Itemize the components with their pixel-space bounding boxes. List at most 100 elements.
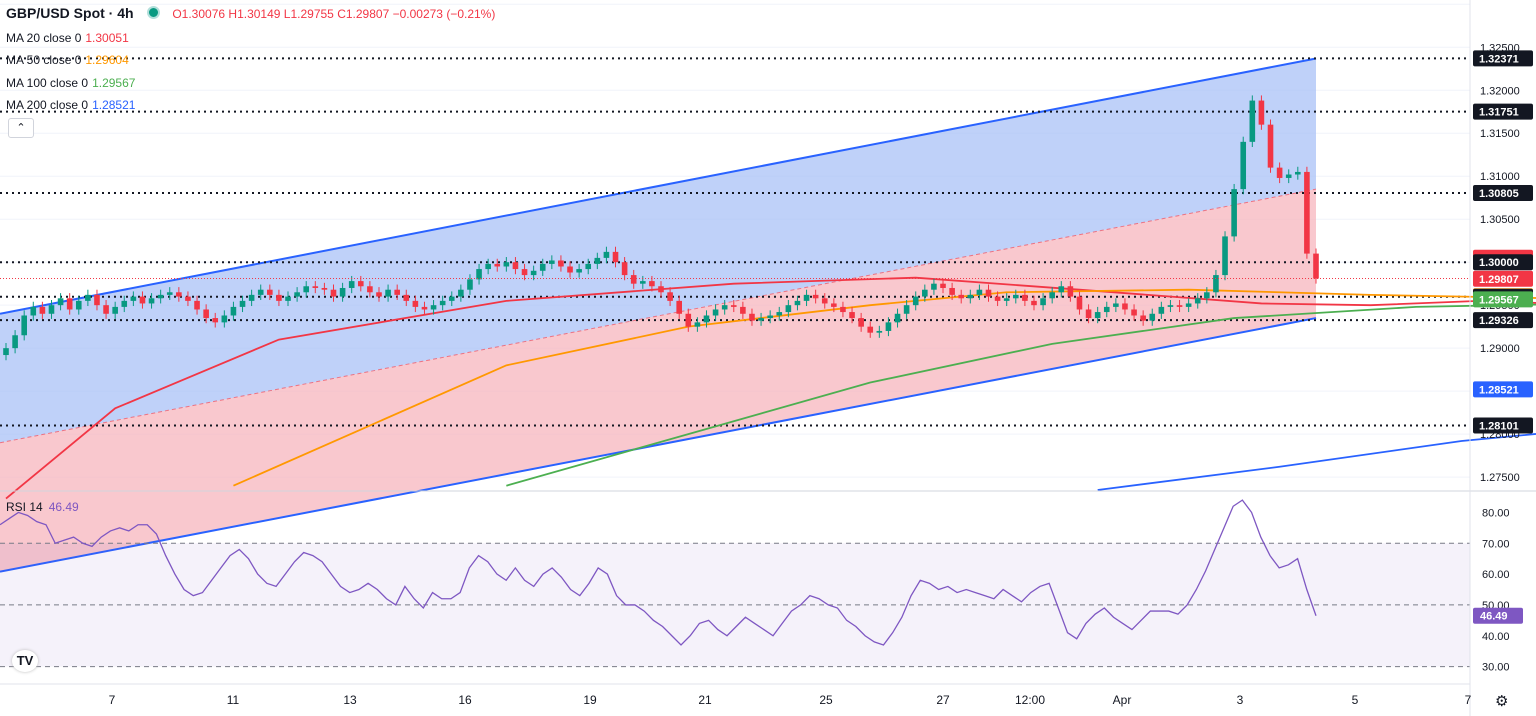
- candle-body: [239, 300, 246, 307]
- ma100-legend[interactable]: MA 100 close 0 1.29567: [6, 76, 135, 90]
- candle-body: [75, 300, 82, 310]
- candle-body: [1113, 303, 1119, 307]
- candle-body: [994, 296, 1001, 301]
- candle-body: [1049, 292, 1055, 299]
- candle-body: [1249, 100, 1256, 142]
- ohlc-close: C1.29807: [337, 7, 390, 21]
- market-status-icon: [147, 6, 161, 19]
- price-tick-label: 1.27500: [1480, 472, 1520, 484]
- candle-body: [1222, 236, 1228, 276]
- candle-body: [521, 269, 528, 276]
- tradingview-logo-icon[interactable]: TV: [12, 650, 38, 672]
- candle-body: [367, 286, 373, 293]
- candle-body: [94, 294, 100, 306]
- price-tag-label: 1.31751: [1479, 107, 1519, 119]
- candle-body: [794, 300, 801, 306]
- ma-line: [506, 303, 1536, 487]
- time-tick-label: 3: [1237, 693, 1244, 707]
- price-tag: [1473, 50, 1533, 67]
- candle-body: [448, 296, 455, 301]
- candle-body: [1158, 306, 1165, 314]
- candle-body: [922, 289, 928, 297]
- ma-line: [5, 276, 1536, 500]
- price-tick-label: 1.31500: [1480, 128, 1520, 140]
- ohlc-low: L1.29755: [283, 7, 334, 21]
- candle-body: [1003, 298, 1010, 301]
- candle-body: [1058, 286, 1065, 293]
- rsi-tag: [1473, 607, 1523, 624]
- candle-body: [130, 296, 137, 301]
- candle-body: [1122, 303, 1128, 310]
- candle-body: [385, 289, 391, 297]
- candle-body: [1176, 305, 1183, 307]
- candle-body: [585, 263, 592, 270]
- candle-body: [376, 292, 382, 297]
- candle-body: [603, 251, 610, 258]
- candle-body: [230, 306, 237, 316]
- candle-body: [257, 289, 264, 295]
- candle-body: [567, 266, 573, 273]
- candle-body: [394, 289, 400, 295]
- candle-body: [1085, 309, 1092, 319]
- candle-body: [685, 313, 692, 327]
- price-tick-label: 1.32000: [1480, 85, 1520, 97]
- candle-body: [421, 306, 428, 310]
- candle-body: [730, 305, 737, 307]
- ma100-label: MA 100 close 0: [6, 76, 89, 90]
- time-tick-label: 12:00: [1015, 693, 1045, 707]
- symbol-title[interactable]: GBP/USD Spot · 4h: [6, 5, 134, 21]
- candle-body: [749, 313, 755, 321]
- gear-icon[interactable]: ⚙: [1495, 693, 1509, 710]
- price-tick-label: 1.29000: [1480, 343, 1520, 355]
- candle-body: [594, 257, 601, 264]
- ohlc-values: O1.30076 H1.30149 L1.29755 C1.29807 −0.0…: [172, 7, 495, 21]
- time-tick-label: 21: [698, 693, 712, 707]
- price-tag-label: 1.32371: [1479, 53, 1519, 65]
- candle-body: [403, 294, 410, 301]
- chevron-up-icon[interactable]: ⌃: [8, 118, 34, 138]
- price-tag: [1473, 270, 1533, 287]
- ma20-legend[interactable]: MA 20 close 0 1.30051: [6, 31, 129, 45]
- ma50-legend[interactable]: MA 50 close 0 1.29604: [6, 53, 129, 67]
- candle-body: [758, 318, 764, 321]
- candle-body: [294, 292, 300, 297]
- candle-body: [285, 296, 291, 301]
- rsi-legend[interactable]: RSI 14 46.49: [6, 500, 79, 514]
- candle-body: [30, 306, 37, 316]
- candle-body: [12, 335, 18, 349]
- price-tag-label: 1.29567: [1479, 294, 1519, 306]
- candle-body: [503, 262, 510, 267]
- candle-body: [667, 292, 673, 301]
- price-tag: [1473, 291, 1533, 308]
- price-tag: [1473, 184, 1533, 201]
- rsi-label: RSI 14: [6, 500, 43, 514]
- time-tick-label: 7: [1465, 693, 1472, 707]
- ma-line: [233, 288, 1536, 487]
- candle-body: [1240, 141, 1247, 190]
- candle-body: [166, 292, 173, 295]
- candle-body: [1231, 189, 1237, 237]
- candle-body: [803, 294, 810, 301]
- candle-body: [931, 283, 937, 290]
- candle-body: [1149, 313, 1156, 321]
- candle-body: [185, 296, 191, 301]
- candle-body: [694, 322, 701, 327]
- candle-body: [330, 289, 337, 297]
- candle-body: [785, 305, 792, 313]
- channel-lower-line: [0, 317, 1317, 573]
- price-tag-label: 1.30000: [1479, 257, 1519, 269]
- candle-body: [958, 294, 965, 299]
- candle-body: [1022, 294, 1028, 301]
- candle-body: [467, 279, 473, 290]
- candle-body: [1167, 305, 1174, 307]
- candle-body: [66, 298, 73, 310]
- candle-body: [321, 287, 328, 290]
- candle-body: [157, 294, 164, 299]
- candle-body: [312, 286, 319, 288]
- ma200-legend[interactable]: MA 200 close 0 1.28521: [6, 98, 135, 112]
- candle-body: [1295, 171, 1301, 175]
- ma100-value: 1.29567: [92, 76, 136, 90]
- candle-body: [357, 281, 364, 287]
- price-axis: 1.275001.280001.285001.290001.295001.300…: [1469, 0, 1533, 716]
